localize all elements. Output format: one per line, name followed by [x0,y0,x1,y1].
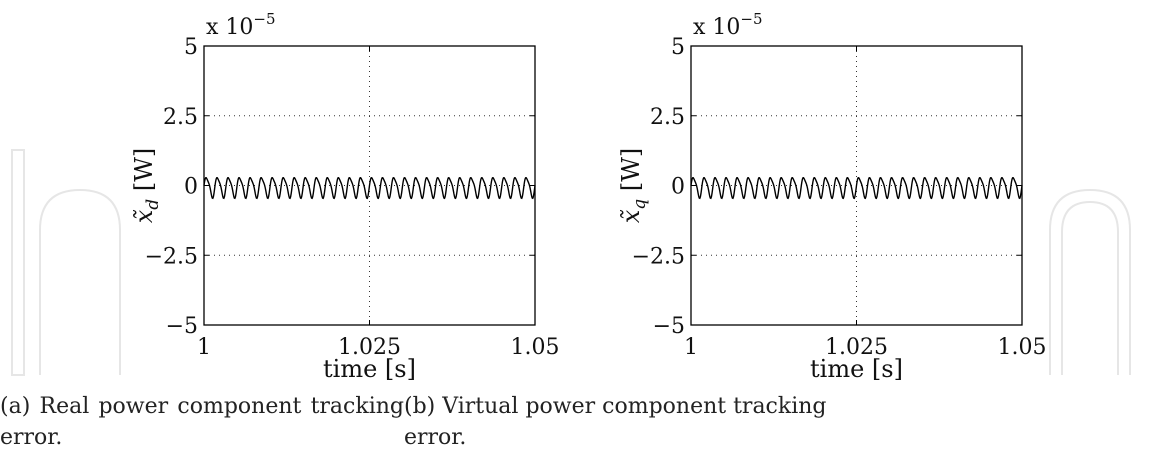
caption-a-line2: error. [0,425,63,450]
series-line [203,177,536,200]
caption-a-line1: (a) Real power component tracking [0,394,404,419]
y-tick-label: 5 [671,35,685,60]
subplot-a: 1 1.025 1.05 5 2.5 0 −2.5 −5 x 10−5 time [s] x̃d [… [130,10,559,383]
y-tick-label: −2.5 [145,244,198,269]
y-tick-label: 0 [184,175,198,200]
y-tick-label: −5 [166,314,198,339]
x-tick-label: 1.05 [511,335,560,360]
exponent-label: x 10−5 [206,10,276,40]
y-axis-label: x̃d [W] [130,148,163,223]
series-line [690,177,1023,200]
caption-b-line1: (b) Virtual power component tracking [404,394,827,419]
y-tick-label: −5 [653,314,685,339]
x-tick-label: 1.025 [338,335,401,360]
x-tick-label: 1 [684,335,698,360]
caption-b: (b) Virtual power component tracking err… [404,391,827,453]
x-axis-label: time [s] [810,355,903,383]
x-tick-label: 1.025 [825,335,888,360]
y-tick-label: 5 [184,35,198,60]
y-axis-label: x̃q [W] [617,148,650,223]
caption-a: (a) Real power component tracking error. [0,391,404,453]
x-tick-label: 1 [197,335,211,360]
caption-b-line2: error. [404,425,467,450]
y-tick-label: 0 [671,175,685,200]
x-axis-label: time [s] [323,355,416,383]
subplot-b: 1 1.025 1.05 5 2.5 0 −2.5 −5 x 10−5 time [s] x̃q [… [617,10,1046,383]
exponent-label: x 10−5 [693,10,763,40]
y-tick-label: −2.5 [632,244,685,269]
x-tick-label: 1.05 [998,335,1047,360]
y-tick-label: 2.5 [163,105,198,130]
y-tick-label: 2.5 [650,105,685,130]
